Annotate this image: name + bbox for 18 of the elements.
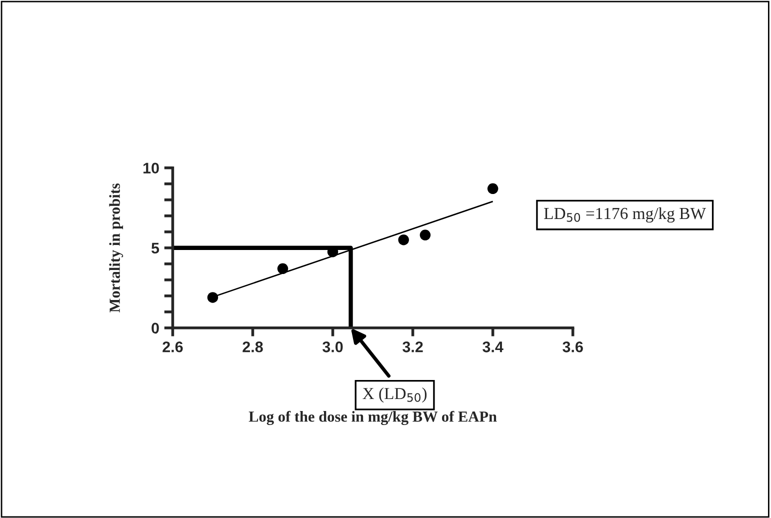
x-tick-label: 2.8 bbox=[242, 341, 263, 352]
y-tick-label: 5 bbox=[151, 242, 160, 254]
y-tick-label: 0 bbox=[152, 322, 159, 334]
point bbox=[420, 230, 431, 240]
x-tick-label: 2.6 bbox=[162, 341, 183, 352]
x-tick-label: 3.6 bbox=[562, 341, 583, 352]
x-axis-title: Log of the dose in mg/kg BW of EAPn bbox=[248, 410, 497, 426]
y-axis-title: Mortality in probits bbox=[109, 183, 124, 312]
annotation: LD$_{50}$ =1176 mg/kg BW bbox=[544, 207, 706, 223]
point bbox=[207, 292, 218, 303]
x-tick-label: 3.0 bbox=[322, 341, 343, 352]
point bbox=[487, 183, 498, 194]
x-tick-label: 3.2 bbox=[402, 341, 423, 352]
x-tick-label: 3.4 bbox=[482, 341, 504, 352]
y-tick-label: 10 bbox=[143, 162, 159, 174]
text: X (LD$_{50}$) bbox=[362, 387, 427, 403]
point bbox=[398, 234, 409, 246]
point bbox=[277, 263, 288, 274]
